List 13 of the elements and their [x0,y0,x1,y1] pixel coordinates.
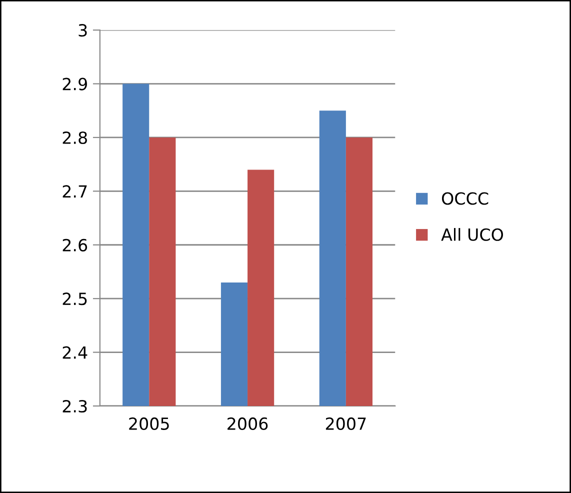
x-tick-label: 2006 [228,417,268,430]
x-tick-label: 2007 [326,417,366,430]
y-tick-label: 2.4 [62,346,88,359]
y-tick-label: 2.8 [62,131,87,144]
y-tick-label: 2.7 [62,185,87,198]
y-tick-label: 2.9 [62,78,87,90]
legend-label: OCCC [442,192,488,205]
y-tick-label: 2.3 [62,400,87,413]
x-tick-label: 2005 [129,417,169,430]
y-tick-label: 2.5 [62,292,87,306]
y-tick-label: 2.6 [62,238,88,252]
y-tick-label: 3 [78,24,87,37]
legend-label: All UCO [441,228,504,241]
